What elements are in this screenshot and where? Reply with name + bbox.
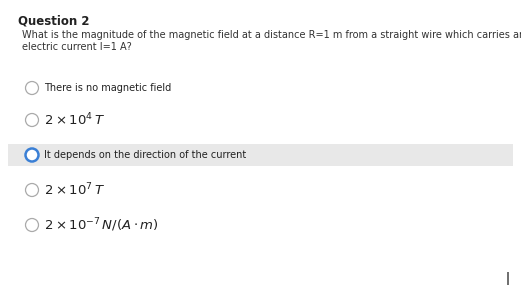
Text: It depends on the direction of the current: It depends on the direction of the curre… [44,150,246,160]
Text: There is no magnetic field: There is no magnetic field [44,83,171,93]
Text: Question 2: Question 2 [18,14,90,27]
FancyBboxPatch shape [8,144,513,166]
Circle shape [26,113,39,127]
Circle shape [26,183,39,197]
Circle shape [26,219,39,231]
Text: $2 \times 10^{-7}\, N/(A \cdot m)$: $2 \times 10^{-7}\, N/(A \cdot m)$ [44,216,159,234]
Text: electric current I=1 A?: electric current I=1 A? [22,42,132,52]
Circle shape [26,149,39,161]
Text: $2 \times 10^{4}\, T$: $2 \times 10^{4}\, T$ [44,112,105,128]
Circle shape [26,81,39,95]
Text: $2 \times 10^{7}\, T$: $2 \times 10^{7}\, T$ [44,182,105,198]
Text: What is the magnitude of the magnetic field at a distance R=1 m from a straight : What is the magnitude of the magnetic fi… [22,30,521,40]
